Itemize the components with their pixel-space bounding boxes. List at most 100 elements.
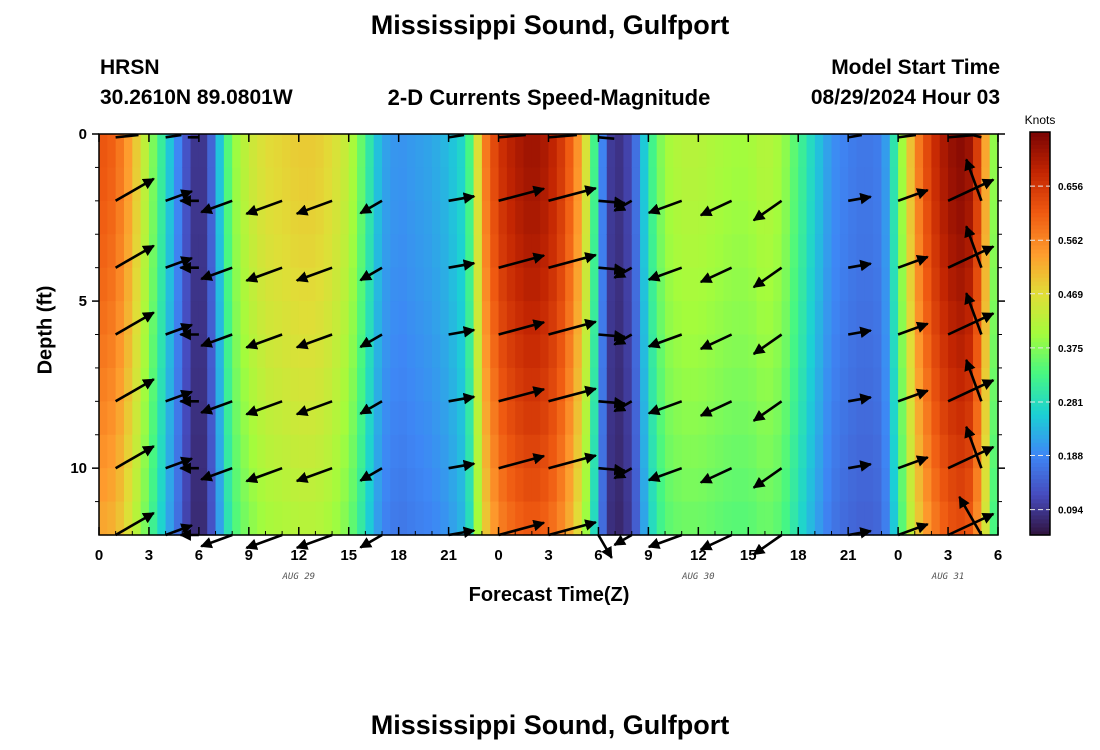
current-arrow [114,244,155,269]
heatmap-cell [581,134,591,169]
heatmap-cell [107,401,117,436]
heatmap-cell [456,200,466,235]
heatmap-cell [839,267,849,302]
heatmap-cell [157,301,167,336]
heatmap-cell [573,267,583,302]
current-arrow [114,177,155,202]
heatmap-cell [864,401,874,436]
heatmap-cell [340,234,350,269]
heatmap-cell [406,301,416,336]
heatmap-cell [198,501,208,536]
heatmap-cell [548,334,558,369]
heatmap-cell [390,334,400,369]
heatmap-cell [714,167,724,202]
x-tick-label: 6 [195,547,203,564]
heatmap-cell [565,200,575,235]
colorbar-band [1030,240,1050,246]
heatmap-cell [423,501,433,536]
heatmap-cell [357,167,366,202]
colorbar-band [1030,341,1050,347]
heatmap-cell [448,301,458,336]
heatmap-cell [248,434,258,469]
heatmap-cell [490,401,500,436]
heatmap-cell [223,334,233,369]
current-arrow [947,312,995,336]
current-arrow [295,333,333,350]
current-arrow [245,266,283,283]
heatmap-cell [839,167,849,202]
heatmap-cell [848,468,858,503]
colorbar-band [1030,325,1050,331]
heatmap-cell [606,334,616,369]
heatmap-cell [773,200,783,235]
heatmap-cell [207,468,217,503]
heatmap-cell [207,167,217,202]
heatmap-cell [973,234,982,269]
current-arrow [699,333,733,351]
heatmap-cell [273,434,283,469]
heatmap-cell [989,401,999,436]
heatmap-cell [465,367,475,402]
heatmap-cell [99,200,108,235]
heatmap-cell [540,134,550,169]
heatmap-cell [581,334,591,369]
heatmap-cell [165,468,175,503]
heatmap-cell [382,301,391,336]
colorbar-band [1030,357,1050,363]
heatmap-cell [290,434,300,469]
heatmap-cell [398,234,408,269]
heatmap-cell [132,134,142,169]
heatmap-cell [806,367,816,402]
colorbar-band [1030,309,1050,314]
heatmap-cell [648,434,658,469]
heatmap-cell [265,468,275,503]
colorbar-band [1030,192,1050,198]
heatmap-cell [240,234,250,269]
colorbar-band [1030,224,1050,230]
heatmap-cell [348,367,358,402]
colorbar-band [1030,277,1050,282]
heatmap-cell [382,234,391,269]
heatmap-cell [806,434,816,469]
heatmap-cell [540,367,550,402]
heatmap-cell [323,200,333,235]
heatmap-cell [298,401,308,436]
heatmap-cell [665,334,674,369]
current-arrow [498,386,546,403]
heatmap-cell [240,501,250,536]
heatmap-cell [290,468,300,503]
heatmap-cell [123,267,133,302]
heatmap-cell [806,301,816,336]
heatmap-cell [490,367,500,402]
colorbar-band [1030,188,1050,194]
heatmap-cell [531,134,541,169]
heatmap-cell [323,234,333,269]
heatmap-cell [981,468,991,503]
heatmap-cell [365,468,375,503]
heatmap-cell [873,301,883,336]
heatmap-cell [298,200,308,235]
heatmap-cell [456,167,466,202]
heatmap-cell [681,301,691,336]
heatmap-cell [739,334,749,369]
heatmap-cell [298,334,308,369]
heatmap-cell [640,367,649,402]
heatmap-cell [723,267,733,302]
heatmap-cell [515,468,525,503]
heatmap-cell [140,468,150,503]
colorbar-band [1030,156,1050,161]
current-arrow [947,512,995,537]
heatmap-cell [948,501,957,536]
heatmap-cell [673,200,683,235]
current-arrow [613,333,633,346]
heatmap-cell [506,234,516,269]
heatmap-cell [889,301,899,336]
x-tick-label: 6 [994,547,1002,564]
heatmap-cell [515,367,525,402]
heatmap-cell [648,334,658,369]
heatmap-cell [332,167,341,202]
heatmap-cell [906,200,916,235]
heatmap-cell [398,200,408,235]
heatmap-cell [881,200,891,235]
heatmap-cell [382,267,391,302]
